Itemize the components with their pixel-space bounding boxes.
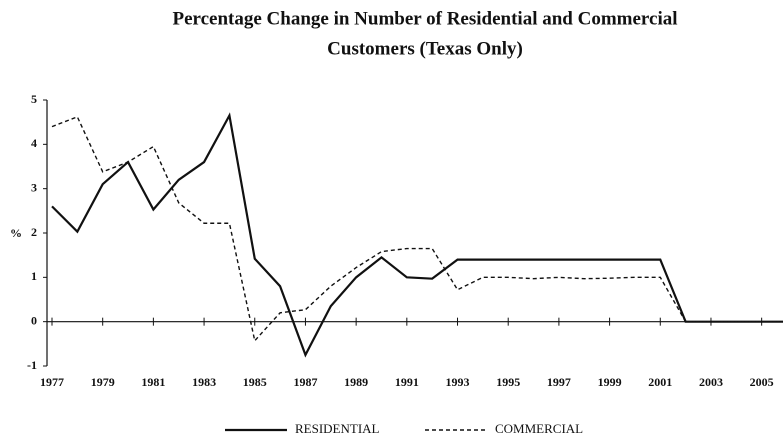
x-tick-label: 1993 bbox=[446, 375, 470, 389]
x-tick-label: 1983 bbox=[192, 375, 216, 389]
y-tick-label: -1 bbox=[27, 358, 37, 372]
y-tick-label: 3 bbox=[31, 180, 37, 194]
x-tick-label: 1981 bbox=[141, 375, 165, 389]
x-tick-label: 1985 bbox=[243, 375, 267, 389]
series-line bbox=[51, 115, 783, 343]
x-tick-label: 1987 bbox=[293, 375, 317, 389]
x-tick-label: 1999 bbox=[598, 375, 622, 389]
chart-subtitle: Customers (Texas Only) bbox=[327, 38, 523, 59]
legend-label: COMMERCIAL bbox=[495, 421, 583, 436]
chart-title: Percentage Change in Number of Residenti… bbox=[172, 8, 677, 29]
x-tick-label: 1979 bbox=[91, 375, 115, 389]
x-tick-label: 1977 bbox=[40, 375, 64, 389]
y-axis-label: % bbox=[10, 226, 22, 240]
legend-label: RESIDENTIAL bbox=[295, 421, 380, 436]
y-tick-label: 5 bbox=[31, 92, 37, 106]
y-tick-label: 0 bbox=[31, 313, 37, 327]
x-tick-label: 1995 bbox=[496, 375, 520, 389]
x-tick-label: 1989 bbox=[344, 375, 368, 389]
x-tick-label: 2005 bbox=[750, 375, 774, 389]
x-tick-label: 1991 bbox=[395, 375, 419, 389]
x-tick-label: 1997 bbox=[547, 375, 571, 389]
y-tick-label: 4 bbox=[31, 136, 37, 150]
x-tick-label: 2003 bbox=[699, 375, 723, 389]
y-tick-label: 2 bbox=[31, 225, 37, 239]
x-tick-label: 2001 bbox=[648, 375, 672, 389]
series-line bbox=[51, 112, 783, 358]
y-tick-label: 1 bbox=[31, 269, 37, 283]
